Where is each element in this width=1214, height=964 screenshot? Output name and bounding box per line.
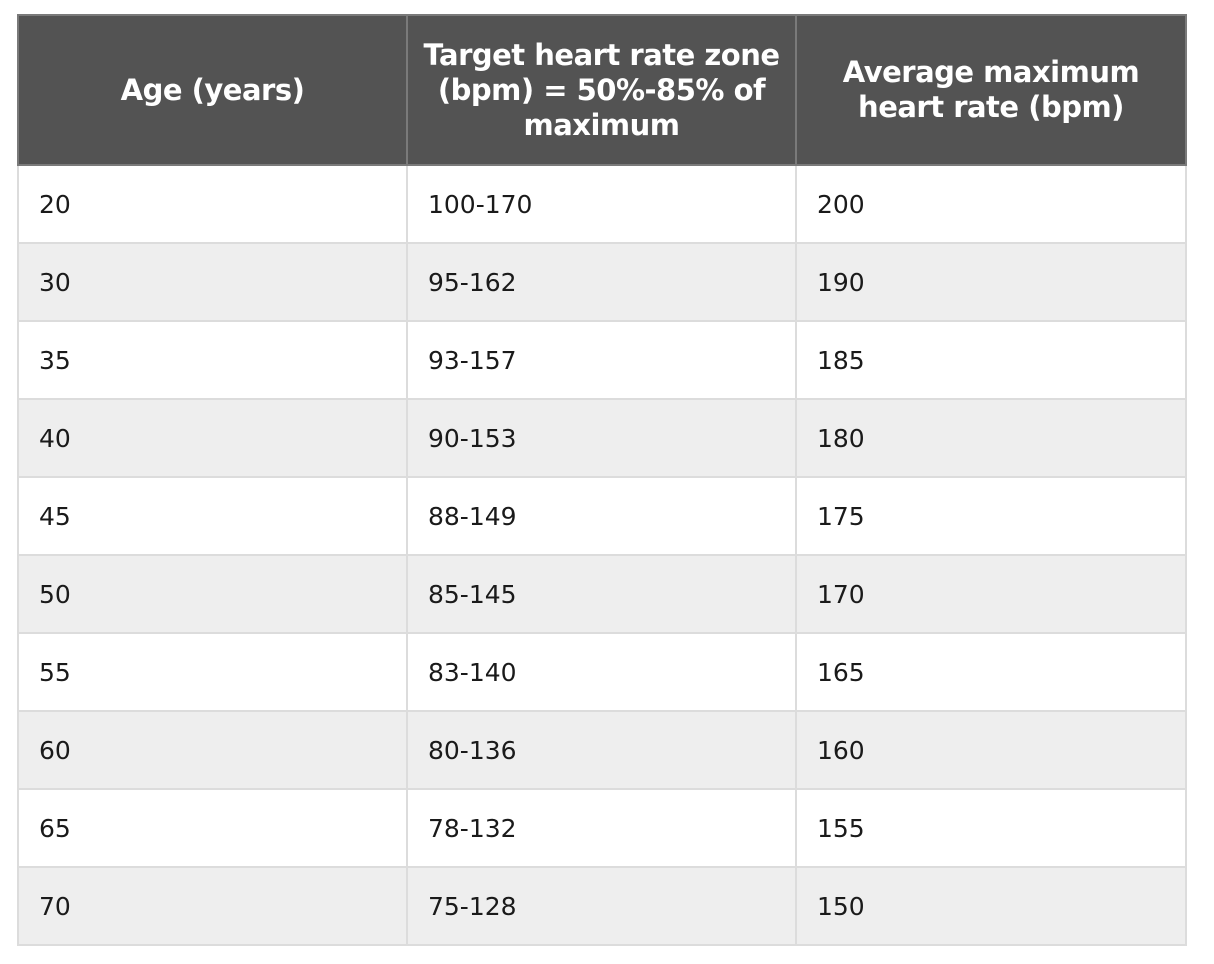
cell-age: 55 [17,632,408,712]
table-row: 30 95-162 190 [17,242,1187,322]
table-row: 40 90-153 180 [17,398,1187,478]
cell-target-zone: 80-136 [406,710,797,790]
table-row: 70 75-128 150 [17,866,1187,946]
cell-max-heart-rate: 160 [795,710,1187,790]
cell-max-heart-rate: 200 [795,164,1187,244]
heart-rate-table-container: Age (years) Target heart rate zone (bpm)… [17,14,1187,946]
header-age: Age (years) [17,14,408,166]
header-max-heart-rate: Average maximum heart rate (bpm) [795,14,1187,166]
cell-age: 50 [17,554,408,634]
cell-target-zone: 85-145 [406,554,797,634]
cell-age: 30 [17,242,408,322]
cell-age: 20 [17,164,408,244]
cell-max-heart-rate: 185 [795,320,1187,400]
cell-target-zone: 75-128 [406,866,797,946]
cell-target-zone: 93-157 [406,320,797,400]
heart-rate-table: Age (years) Target heart rate zone (bpm)… [17,14,1187,946]
cell-target-zone: 90-153 [406,398,797,478]
cell-max-heart-rate: 165 [795,632,1187,712]
cell-age: 70 [17,866,408,946]
table-row: 50 85-145 170 [17,554,1187,634]
table-row: 65 78-132 155 [17,788,1187,868]
cell-max-heart-rate: 170 [795,554,1187,634]
cell-age: 60 [17,710,408,790]
cell-target-zone: 100-170 [406,164,797,244]
cell-target-zone: 83-140 [406,632,797,712]
cell-target-zone: 88-149 [406,476,797,556]
table-header-row: Age (years) Target heart rate zone (bpm)… [17,14,1187,166]
cell-max-heart-rate: 150 [795,866,1187,946]
table-row: 20 100-170 200 [17,164,1187,244]
header-target-zone: Target heart rate zone (bpm) = 50%-85% o… [406,14,797,166]
table-row: 60 80-136 160 [17,710,1187,790]
cell-max-heart-rate: 175 [795,476,1187,556]
table-row: 55 83-140 165 [17,632,1187,712]
table-row: 45 88-149 175 [17,476,1187,556]
cell-age: 40 [17,398,408,478]
cell-max-heart-rate: 190 [795,242,1187,322]
cell-target-zone: 78-132 [406,788,797,868]
cell-age: 65 [17,788,408,868]
cell-max-heart-rate: 180 [795,398,1187,478]
cell-max-heart-rate: 155 [795,788,1187,868]
cell-age: 45 [17,476,408,556]
cell-age: 35 [17,320,408,400]
cell-target-zone: 95-162 [406,242,797,322]
table-row: 35 93-157 185 [17,320,1187,400]
